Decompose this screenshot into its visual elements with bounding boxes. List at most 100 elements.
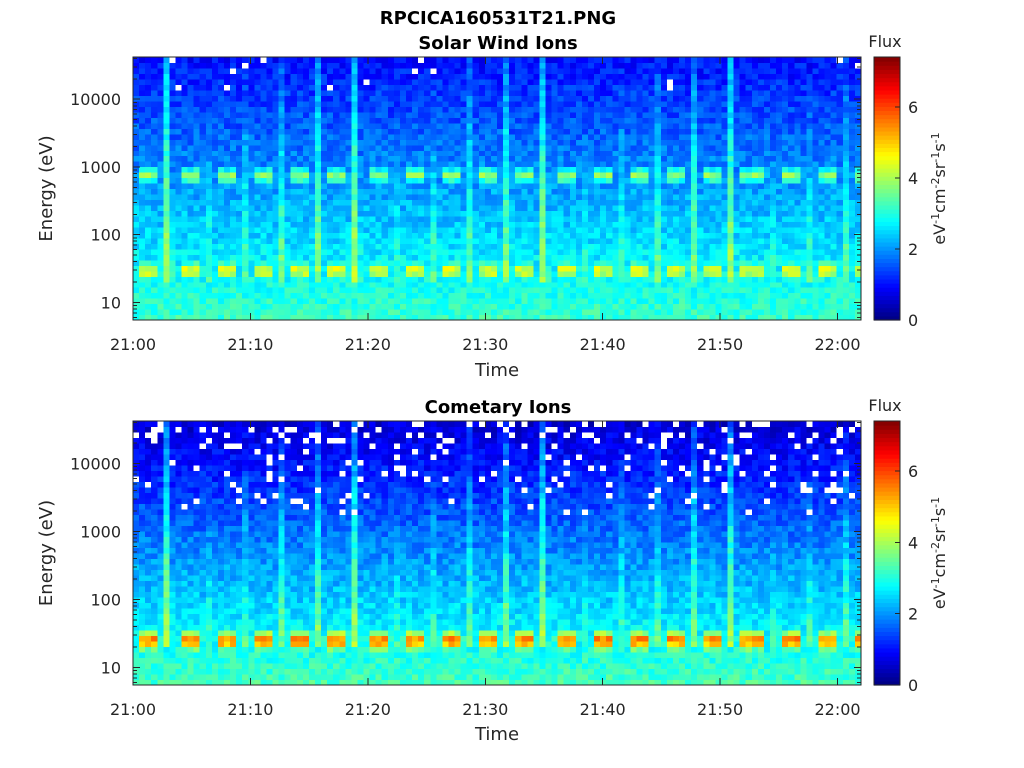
heatmap-cell <box>278 292 286 299</box>
heatmap-cell <box>284 204 292 212</box>
heatmap-cell <box>557 73 565 80</box>
heatmap-cell <box>679 161 686 168</box>
heatmap-cell <box>339 237 346 244</box>
heatmap-cell <box>636 237 644 244</box>
heatmap-cell <box>515 199 522 206</box>
heatmap-cell <box>545 298 553 305</box>
heatmap-cell <box>478 210 486 217</box>
heatmap-cell <box>539 210 547 217</box>
heatmap-cell <box>509 204 516 212</box>
heatmap-cell <box>187 155 195 162</box>
heatmap-cell <box>284 292 292 299</box>
heatmap-cell <box>187 133 195 140</box>
heatmap-cell <box>551 67 559 75</box>
heatmap-cell <box>308 139 316 146</box>
heatmap-cell <box>739 155 747 162</box>
heatmap-cell <box>224 84 231 91</box>
heatmap-cell <box>679 199 686 206</box>
heatmap-cell <box>466 128 474 135</box>
heatmap-cell <box>557 84 565 91</box>
heatmap-cell <box>187 89 195 96</box>
heatmap-cell <box>181 100 189 107</box>
heatmap-cell <box>606 84 613 91</box>
heatmap-cell <box>472 73 480 80</box>
heatmap-cell <box>181 84 189 91</box>
heatmap-cell <box>515 314 522 320</box>
heatmap-cell <box>412 67 419 75</box>
heatmap-cell <box>739 144 747 151</box>
heatmap-cell <box>199 155 207 162</box>
heatmap-cell <box>484 150 492 157</box>
heatmap-cell <box>211 199 219 206</box>
heatmap-cell <box>175 144 183 151</box>
heatmap-cell <box>175 111 183 118</box>
heatmap-cell <box>254 89 261 96</box>
heatmap-cell <box>339 193 346 201</box>
heatmap-cell <box>606 199 613 206</box>
heatmap-cell <box>551 150 559 157</box>
heatmap-cell <box>618 226 625 233</box>
heatmap-cell <box>557 232 565 239</box>
heatmap-cell <box>290 237 298 244</box>
heatmap-cell <box>211 106 219 113</box>
heatmap-cell <box>375 67 383 75</box>
heatmap-cell <box>757 281 765 288</box>
heatmap-cell <box>381 183 389 190</box>
heatmap-cell <box>515 57 522 64</box>
heatmap-cell <box>157 67 164 75</box>
heatmap-cell <box>399 314 407 320</box>
heatmap-cell <box>563 111 571 118</box>
heatmap-cell <box>497 232 504 239</box>
heatmap-cell <box>351 117 359 124</box>
heatmap-cell <box>272 199 280 206</box>
heatmap-cell <box>624 89 632 96</box>
heatmap-cell <box>618 215 625 222</box>
heatmap-cell <box>739 243 747 250</box>
heatmap-cell <box>169 150 177 157</box>
heatmap-cell <box>703 237 710 244</box>
heatmap-cell <box>672 270 680 277</box>
heatmap-cell <box>308 287 316 294</box>
heatmap-cell <box>503 270 510 277</box>
heatmap-cell <box>254 243 261 250</box>
heatmap-cell <box>254 193 261 201</box>
heatmap-cell <box>715 265 723 272</box>
heatmap-cell <box>163 100 170 107</box>
heatmap-cell <box>527 117 534 124</box>
heatmap-cell <box>248 292 255 299</box>
heatmap-cell <box>133 144 140 151</box>
heatmap-cell <box>308 106 316 113</box>
heatmap-cell <box>290 150 298 157</box>
heatmap-cell <box>424 183 431 190</box>
heatmap-cell <box>157 292 164 299</box>
heatmap-cell <box>503 204 510 212</box>
heatmap-cell <box>588 270 595 277</box>
heatmap-cell <box>375 166 383 173</box>
heatmap-cell <box>327 270 334 277</box>
heatmap-cell <box>703 62 710 69</box>
heatmap-cell <box>642 314 650 320</box>
heatmap-cell <box>630 155 638 162</box>
heatmap-cell <box>448 265 456 272</box>
heatmap-cell <box>217 161 225 168</box>
heatmap-cell <box>272 259 280 266</box>
heatmap-cell <box>230 298 237 305</box>
heatmap-cell <box>733 188 741 195</box>
heatmap-cell <box>594 314 601 320</box>
heatmap-cell <box>679 276 686 283</box>
heatmap-cell <box>399 254 407 261</box>
heatmap-cell <box>357 254 365 261</box>
heatmap-cell <box>217 78 225 85</box>
heatmap-cell <box>497 292 504 299</box>
heatmap-cell <box>236 89 243 96</box>
heatmap-cell <box>739 95 747 102</box>
heatmap-cell <box>448 309 456 316</box>
heatmap-cell <box>321 133 328 140</box>
heatmap-cell <box>363 309 371 316</box>
heatmap-cell <box>600 117 607 124</box>
heatmap-cell <box>466 62 474 69</box>
heatmap-cell <box>612 188 619 195</box>
heatmap-cell <box>290 265 298 272</box>
heatmap-cell <box>472 161 480 168</box>
heatmap-cell <box>466 188 474 195</box>
